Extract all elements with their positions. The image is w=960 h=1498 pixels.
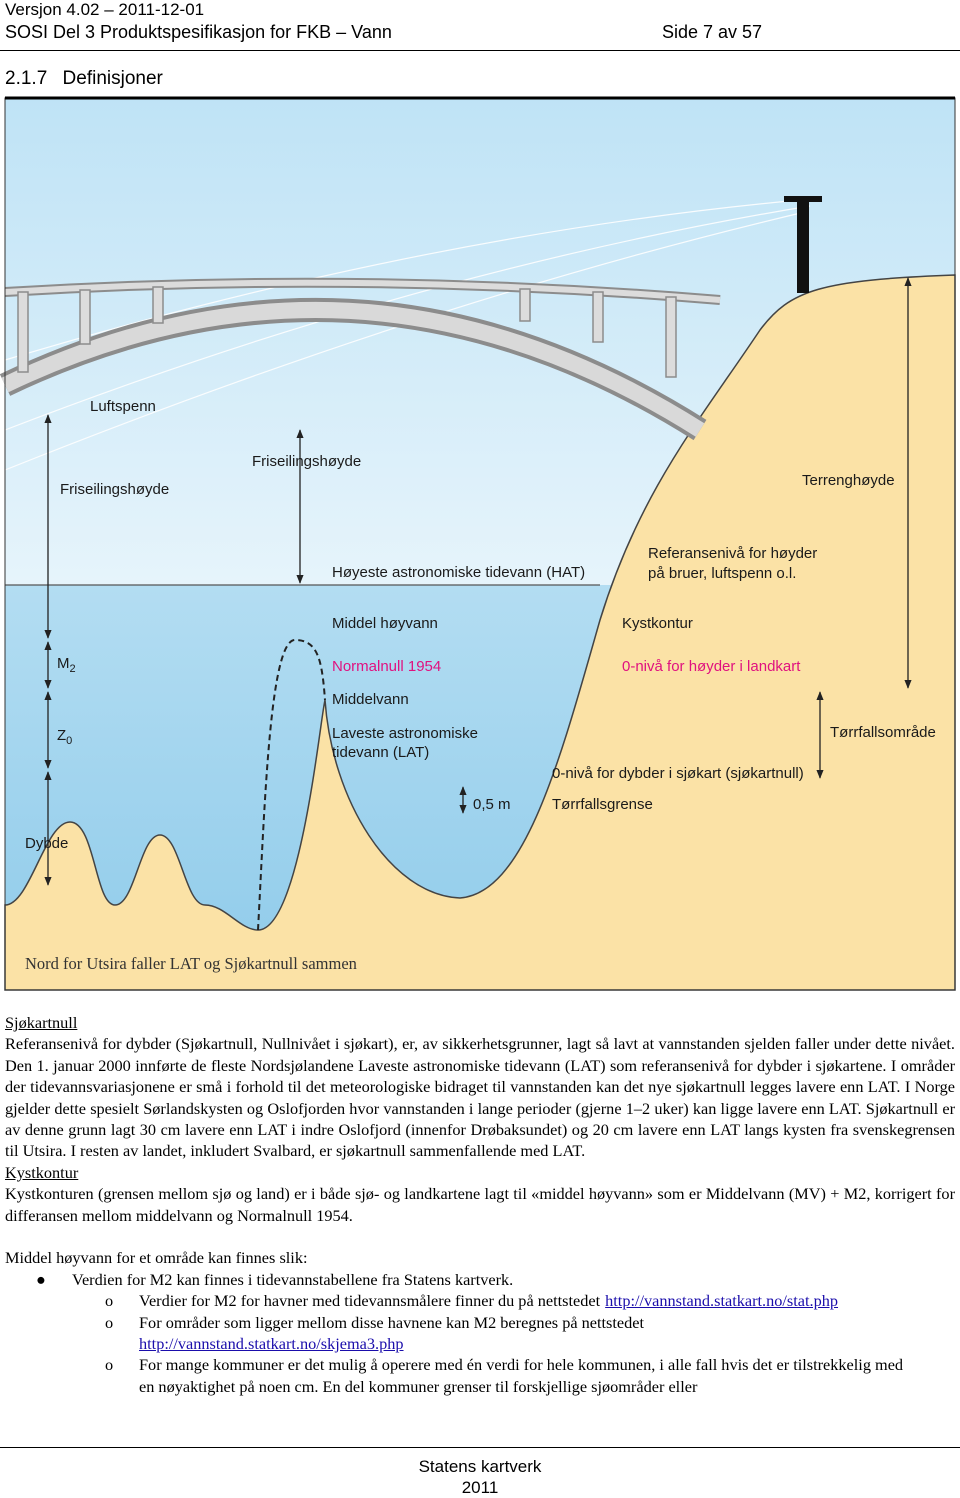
pole [784, 196, 822, 293]
label: Luftspenn [90, 398, 156, 415]
tide-diagram: Luftspenn Friseilingshøyde Friseilingshø… [0, 96, 956, 991]
section-title: Definisjoner [62, 68, 163, 89]
label: Høyeste astronomiske tidevann (HAT) [332, 564, 585, 581]
label: Referansenivå for høyder [648, 545, 817, 562]
label: Terrenghøyde [802, 472, 895, 489]
caption: Nord for Utsira faller LAT og Sjøkartnul… [25, 954, 357, 973]
footer-year: 2011 [461, 1478, 499, 1497]
label: M2 [57, 655, 76, 675]
label: tidevann (LAT) [332, 744, 429, 761]
bullet-item: ● Verdien for M2 kan finnes i tidevannst… [5, 1269, 955, 1290]
label: Laveste astronomiske [332, 725, 478, 742]
header-rule [0, 50, 960, 51]
label: Friseilingshøyde [60, 481, 169, 498]
heading: Kystkontur [5, 1162, 79, 1182]
label: Tørrfallsområde [830, 724, 936, 741]
label: Tørrfallsgrense [552, 796, 653, 813]
bullet-text: Verdien for M2 kan finnes i tidevannstab… [72, 1269, 514, 1289]
version: Versjon 4.02 – 2011-12-01 [5, 0, 205, 19]
sub-text: Verdier for M2 for havner med tidevannsm… [139, 1291, 601, 1311]
link[interactable]: http://vannstand.statkart.no/stat.php [605, 1291, 839, 1311]
arrows [44, 277, 912, 886]
label-main: Z [57, 727, 66, 744]
label: Middelvann [332, 691, 409, 708]
paragraph: Middel høyvann for et område kan finnes … [5, 1248, 308, 1268]
label: Friseilingshøyde [252, 453, 361, 470]
footer-rule [0, 1447, 960, 1448]
label-sub: 2 [70, 663, 76, 675]
diagram-labels: Luftspenn Friseilingshøyde Friseilingshø… [25, 398, 936, 973]
label: Dybde [25, 835, 68, 852]
sub-item: o For områder som ligger mellom disse ha… [5, 1312, 955, 1355]
label: Kystkontur [622, 615, 693, 632]
label: Z0 [57, 727, 72, 747]
label: 0-nivå for høyder i landkart [622, 658, 801, 675]
label: på bruer, luftspenn o.l. [648, 565, 796, 582]
label-sub: 0 [66, 735, 72, 747]
section-heading: 2.1.7 Definisjoner [5, 68, 163, 90]
link[interactable]: http://vannstand.statkart.no/skjema3.php [139, 1334, 404, 1354]
label-main: M [57, 655, 70, 672]
sub-item: o For mange kommuner er det mulig å oper… [5, 1354, 955, 1397]
label: 0,5 m [473, 796, 511, 813]
paragraph: Kystkonturen (grensen mellom sjø og land… [5, 1184, 955, 1225]
label: 0-nivå for dybder i sjøkart (sjøkartnull… [552, 765, 804, 782]
heading: Sjøkartnull [5, 1013, 78, 1032]
sub-text: For mange kommuner er det mulig å operer… [139, 1355, 904, 1396]
paragraph: Referansenivå for dybder (Sjøkartnull, N… [5, 1034, 955, 1161]
dashed-peak [257, 638, 326, 931]
sub-text: For områder som ligger mellom disse havn… [139, 1312, 645, 1332]
doc-title: SOSI Del 3 Produktspesifikasjon for FKB … [5, 22, 392, 42]
footer-org: Statens kartverk [418, 1457, 542, 1476]
sub-mark: o [105, 1355, 114, 1375]
page-number: Side 7 av 57 [662, 22, 763, 42]
label: Middel høyvann [332, 615, 438, 632]
label: Normalnull 1954 [332, 658, 441, 675]
bridge [0, 277, 721, 441]
body-text: Sjøkartnull Referansenivå for dybder (Sj… [5, 1012, 955, 1397]
section-number: 2.1.7 [5, 68, 48, 89]
sub-item: o Verdier for M2 for havner med tidevann… [5, 1290, 955, 1311]
bullet-mark: ● [36, 1269, 46, 1289]
sub-mark: o [105, 1312, 114, 1332]
sub-mark: o [105, 1291, 114, 1311]
